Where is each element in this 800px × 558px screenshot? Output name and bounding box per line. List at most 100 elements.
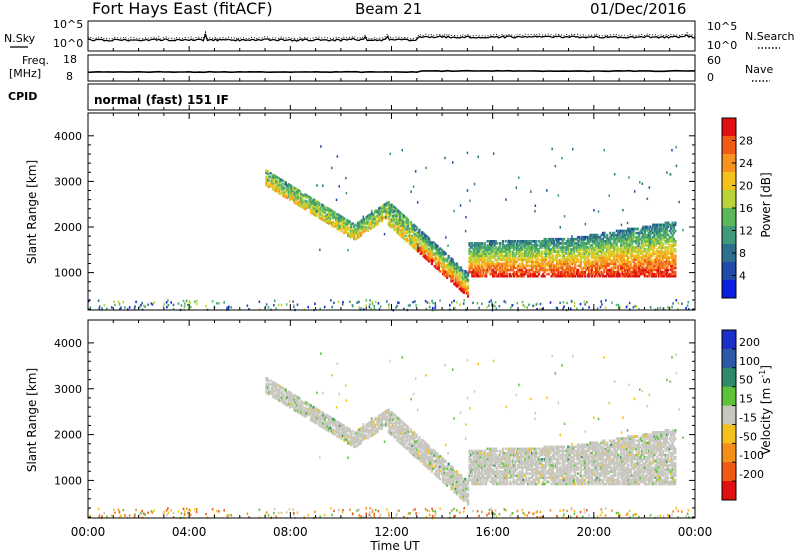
power-cell [336,199,338,202]
power-cell [339,185,341,188]
power-cell [374,307,376,309]
power-cell [147,304,149,306]
power-cell [186,300,188,302]
power-cell [365,305,367,307]
power-cell [572,148,574,151]
power-cell [663,307,665,309]
power-cell [372,303,374,305]
power-cell [534,210,536,213]
power-cell [481,303,483,305]
power-cell [495,301,497,303]
power-cell [465,230,467,233]
power-cell [672,302,674,304]
power-cell [566,302,568,304]
power-cell [493,152,495,155]
power-cell [611,302,613,304]
power-cell [417,246,419,249]
power-cell [467,291,469,294]
power-cell [247,305,249,307]
power-cell [496,242,498,245]
power-cell [409,304,411,306]
power-cell [524,305,526,307]
power-cell [358,301,360,303]
power-cell [347,249,349,252]
power-cell [456,263,458,266]
power-cell [552,254,554,257]
power-cell [270,172,272,175]
ytick-label: 2000 [54,221,82,234]
power-cell [399,213,401,216]
power-cell [452,161,454,164]
power-cell [322,185,324,188]
power-cell [325,209,327,212]
power-cell [472,302,474,304]
colorbar-tick-label: 8 [739,247,746,260]
power-cell [144,306,146,308]
power-cell [302,198,304,201]
power-cell [196,300,198,302]
nave-tick-low: 0 [707,71,714,84]
power-cell [432,307,434,309]
velocity-cell [418,436,420,439]
freq-trace [88,71,695,73]
velocity-cell [334,419,336,422]
power-cell [622,209,624,212]
power-cell [371,210,373,213]
velocity-cell [310,404,312,407]
power-cell [334,211,336,214]
power-cell [397,301,399,303]
power-cell [347,226,349,229]
power-cell [152,303,154,305]
power-cell [535,205,537,208]
power-cell [164,303,166,305]
power-cell [331,167,333,170]
power-cell [367,229,369,232]
power-cell [674,271,676,274]
power-cbar-label: Power [dB] [759,172,773,237]
power-cell [448,255,450,258]
power-cell [674,230,676,233]
power-cell [333,302,335,304]
power-cell [449,304,451,306]
power-cell [465,216,467,219]
colorbar-tick-label: 12 [739,225,753,238]
power-cell [638,245,640,248]
power-cell [119,303,121,305]
power-cell [188,301,190,303]
power-cell [605,299,607,301]
power-cell [516,186,518,189]
power-cell [535,240,537,243]
power-cell [141,302,143,304]
power-cell [593,209,595,212]
power-cell [184,305,186,307]
power-cell [618,304,620,306]
velocity-cell [411,442,413,445]
power-cell [320,145,322,148]
power-cell [372,301,374,303]
power-cell [494,305,496,307]
power-cell [609,194,611,197]
power-cell [375,301,377,303]
power-cell [183,300,185,302]
power-cell [425,167,427,170]
power-cell [293,304,295,306]
velocity-cell [267,378,269,381]
power-cell [297,304,299,306]
power-cell [474,183,476,186]
velocity-cell [456,470,458,473]
power-cell [384,233,386,236]
power-cell [563,305,565,307]
power-cell [467,279,469,282]
power-cell [604,149,606,152]
power-cell [675,146,677,149]
colorbar-tick-label: 4 [739,270,746,283]
power-cell [190,306,192,308]
power-cell [670,173,672,176]
velocity-cell [416,434,418,437]
power-cell [516,243,518,246]
noise-right-tick-high: 10^5 [707,20,737,33]
power-cell [223,301,225,303]
nsearch-label: N.Search [745,30,795,43]
power-cell [292,300,294,302]
power-cell [667,306,669,308]
